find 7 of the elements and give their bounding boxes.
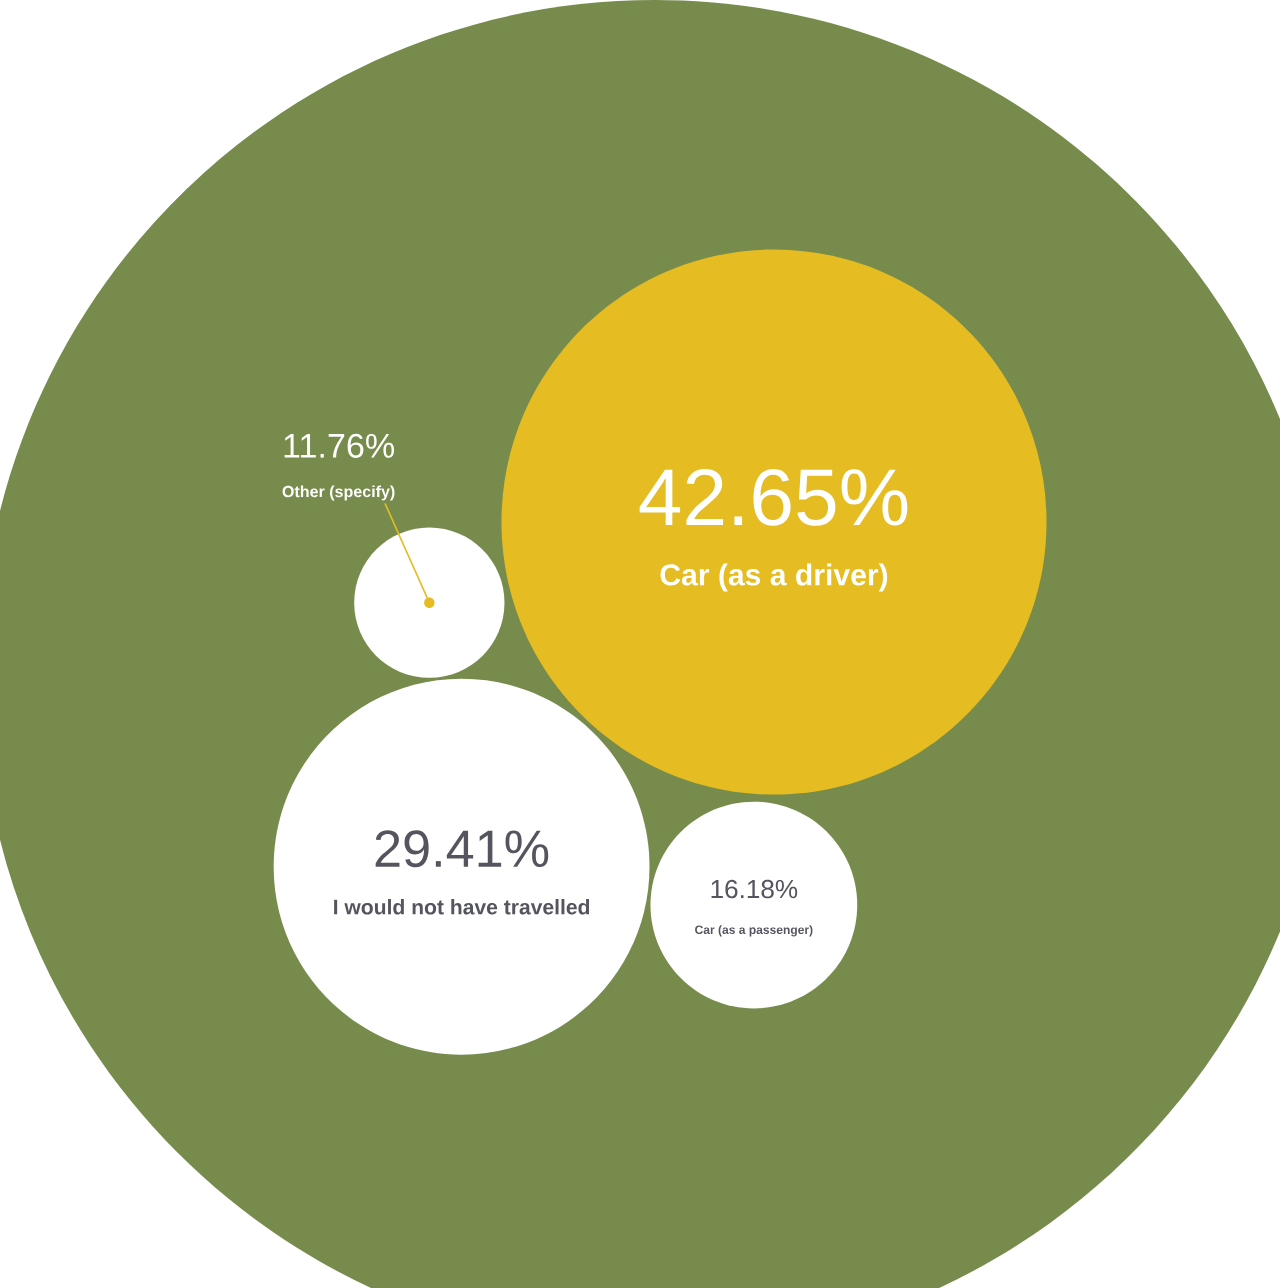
category-label: I would not have travelled: [334, 899, 590, 915]
data-label: 42.65%: [639, 468, 908, 526]
data-label: 16.18%: [711, 879, 798, 899]
category-label: Other (specify): [282, 485, 395, 501]
data-label: 29.41%: [375, 830, 549, 868]
data-label: 11.76%: [284, 433, 395, 458]
category-label: Car (as a driver): [660, 563, 888, 592]
